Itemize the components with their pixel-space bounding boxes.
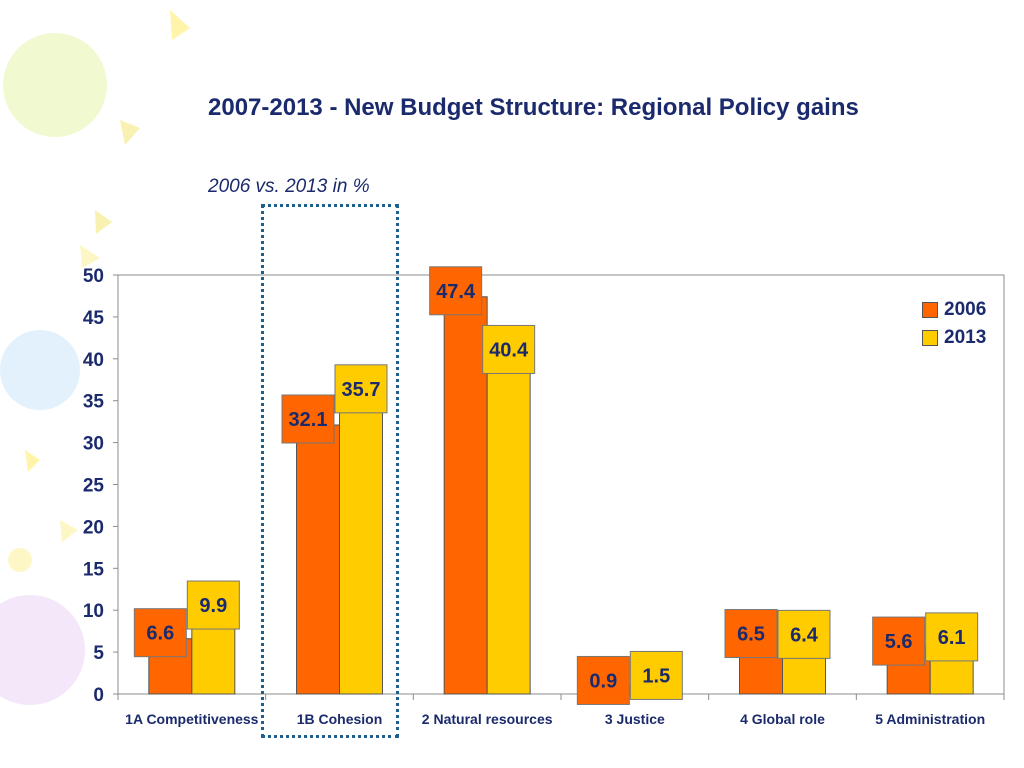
y-tick-label: 20 xyxy=(83,517,104,538)
y-tick-label: 40 xyxy=(83,350,104,371)
data-label-2013: 6.4 xyxy=(790,624,819,646)
data-label-2013: 35.7 xyxy=(342,379,381,401)
x-category-label: 5 Administration xyxy=(875,711,985,727)
legend-label-2013: 2013 xyxy=(944,327,987,348)
y-tick-label: 35 xyxy=(83,392,105,413)
data-label-box-2013 xyxy=(777,609,831,659)
data-label-box-2006 xyxy=(724,609,778,659)
data-label-2006: 32.1 xyxy=(289,409,328,431)
data-label-box-2013 xyxy=(925,612,979,662)
data-label-2013: 1.5 xyxy=(642,665,670,687)
x-category-label: 2 Natural resources xyxy=(422,711,553,727)
data-label-box-2013 xyxy=(334,364,388,414)
data-label-box-2006 xyxy=(429,266,483,316)
x-category-label: 3 Justice xyxy=(605,711,665,727)
legend-swatch-2006 xyxy=(922,302,938,318)
data-label-2006: 6.6 xyxy=(146,623,174,645)
cohesion-highlight-box xyxy=(261,204,399,738)
legend-swatch-2013 xyxy=(922,330,938,346)
data-label-2006: 5.6 xyxy=(885,631,913,653)
bar-2006 xyxy=(443,296,488,695)
data-label-box-2006 xyxy=(133,608,187,658)
legend-item-2013: 2013 xyxy=(922,324,986,352)
bar-2013 xyxy=(339,394,383,695)
y-tick-label: 45 xyxy=(83,308,105,329)
slide-title: 2007-2013 - New Budget Structure: Region… xyxy=(208,94,859,121)
data-label-2013: 9.9 xyxy=(199,595,227,617)
y-tick-label: 15 xyxy=(83,559,105,580)
data-label-box-2013 xyxy=(186,580,240,630)
x-category-label: 1B Cohesion xyxy=(297,711,383,727)
y-tick-label: 0 xyxy=(93,685,104,706)
plot-area-frame xyxy=(117,274,1005,695)
data-label-2006: 0.9 xyxy=(589,670,617,692)
chart-legend: 2006 2013 xyxy=(922,296,986,352)
y-tick-label: 25 xyxy=(83,476,105,497)
y-tick-label: 30 xyxy=(83,434,104,455)
x-category-label: 4 Global role xyxy=(740,711,825,727)
bar-2013 xyxy=(486,354,531,695)
y-tick-label: 50 xyxy=(83,266,104,287)
data-label-2013: 40.4 xyxy=(489,339,529,361)
data-label-box-2006 xyxy=(872,616,926,666)
data-label-box-2006 xyxy=(576,655,630,705)
data-label-2006: 6.5 xyxy=(737,624,765,646)
data-label-2013: 6.1 xyxy=(938,627,966,649)
legend-item-2006: 2006 xyxy=(922,296,986,324)
slide-subtitle: 2006 vs. 2013 in % xyxy=(208,176,370,197)
data-label-box-2013 xyxy=(482,324,536,374)
data-label-box-2013 xyxy=(629,650,683,700)
data-label-box-2006 xyxy=(281,394,335,444)
y-tick-label: 10 xyxy=(83,601,104,622)
x-category-label: 1A Competitiveness xyxy=(125,711,259,727)
data-label-2006: 47.4 xyxy=(436,281,476,303)
legend-label-2006: 2006 xyxy=(944,299,987,320)
y-tick-label: 5 xyxy=(93,643,104,664)
